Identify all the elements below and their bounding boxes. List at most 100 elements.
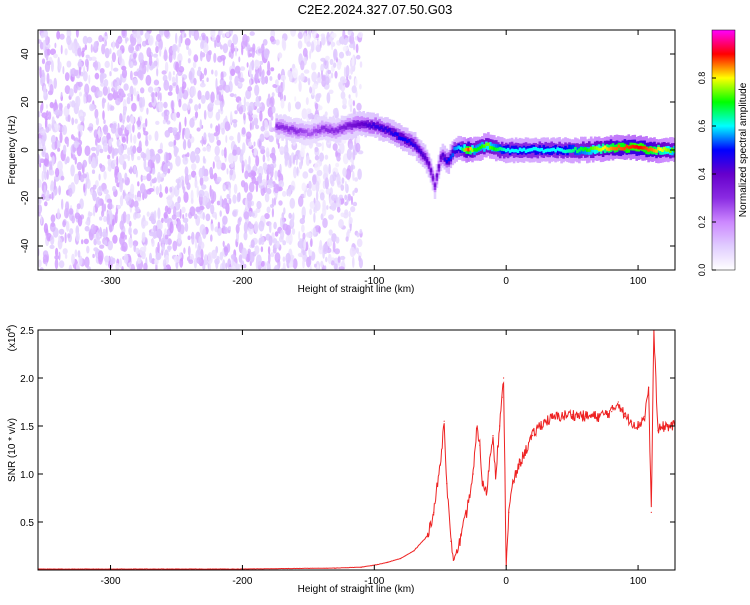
noise-cell bbox=[319, 239, 323, 251]
noise-cell bbox=[66, 156, 70, 164]
signal-cell bbox=[538, 148, 542, 152]
noise-cell bbox=[232, 119, 238, 124]
noise-cell bbox=[235, 224, 240, 234]
noise-cell bbox=[206, 77, 209, 82]
noise-cell bbox=[38, 138, 43, 145]
noise-cell bbox=[135, 169, 138, 178]
noise-cell bbox=[333, 62, 337, 68]
noise-cell bbox=[39, 128, 46, 136]
noise-cell bbox=[143, 131, 149, 136]
noise-cell bbox=[291, 228, 296, 235]
noise-cell bbox=[122, 211, 127, 224]
signal-cell bbox=[277, 126, 280, 130]
noise-cell bbox=[179, 252, 182, 259]
signal-cell bbox=[554, 144, 557, 153]
noise-cell bbox=[294, 96, 297, 102]
noise-cell bbox=[164, 61, 169, 73]
noise-cell bbox=[110, 60, 113, 72]
noise-cell bbox=[95, 231, 100, 243]
noise-cell bbox=[182, 217, 189, 223]
noise-cell bbox=[99, 216, 103, 221]
noise-cell bbox=[175, 178, 181, 184]
noise-cell bbox=[139, 183, 146, 194]
noise-cell bbox=[280, 229, 285, 240]
noise-cell bbox=[136, 196, 142, 202]
noise-cell bbox=[58, 61, 62, 70]
noise-cell bbox=[214, 145, 220, 156]
colorbar-gradient bbox=[712, 30, 735, 270]
snr-plot-area bbox=[38, 330, 675, 570]
noise-cell bbox=[184, 222, 189, 233]
noise-cell bbox=[315, 93, 321, 103]
signal-cell bbox=[366, 120, 369, 128]
signal-cell bbox=[396, 132, 399, 136]
noise-cell bbox=[320, 57, 326, 62]
noise-cell bbox=[293, 155, 295, 165]
noise-cell bbox=[282, 240, 287, 246]
signal-cell bbox=[609, 146, 613, 151]
noise-cell bbox=[345, 168, 352, 180]
noise-cell bbox=[90, 146, 97, 152]
noise-cell bbox=[215, 40, 222, 47]
noise-cell bbox=[172, 70, 175, 76]
noise-cell bbox=[203, 109, 207, 120]
noise-cell bbox=[129, 166, 133, 175]
noise-cell bbox=[356, 102, 362, 111]
signal-cell bbox=[639, 145, 642, 150]
noise-cell bbox=[275, 39, 280, 46]
noise-cell bbox=[321, 141, 324, 152]
noise-cell bbox=[197, 90, 202, 100]
noise-cell bbox=[320, 33, 326, 38]
noise-cell bbox=[146, 188, 152, 195]
noise-cell bbox=[182, 156, 189, 165]
noise-cell bbox=[262, 154, 266, 163]
signal-cell bbox=[487, 142, 490, 151]
noise-cell bbox=[53, 77, 57, 89]
noise-cell bbox=[38, 198, 42, 205]
signal-cell bbox=[307, 132, 310, 136]
noise-cell bbox=[243, 221, 248, 234]
noise-cell bbox=[210, 223, 214, 232]
noise-cell bbox=[217, 123, 221, 135]
noise-cell bbox=[46, 72, 50, 85]
noise-cell bbox=[123, 105, 128, 113]
noise-cell bbox=[309, 50, 312, 60]
noise-cell bbox=[270, 114, 274, 121]
noise-cell bbox=[172, 219, 178, 226]
noise-cell bbox=[277, 85, 284, 94]
noise-cell bbox=[213, 132, 219, 137]
noise-cell bbox=[295, 101, 301, 110]
noise-cell bbox=[309, 208, 312, 215]
noise-cell bbox=[305, 30, 308, 34]
noise-cell bbox=[248, 181, 255, 193]
noise-cell bbox=[249, 251, 255, 263]
noise-cell bbox=[238, 77, 245, 83]
signal-cell bbox=[289, 126, 292, 130]
signal-cell bbox=[435, 174, 439, 178]
x-tick-label: 0 bbox=[503, 276, 509, 287]
noise-cell bbox=[130, 61, 134, 68]
signal-cell bbox=[394, 132, 397, 136]
noise-cell bbox=[208, 133, 215, 144]
noise-cell bbox=[202, 155, 206, 164]
noise-cell bbox=[118, 144, 124, 156]
noise-cell bbox=[219, 44, 223, 50]
noise-cell bbox=[235, 263, 240, 270]
signal-cell bbox=[526, 148, 530, 152]
signal-cell bbox=[528, 148, 532, 152]
noise-cell bbox=[175, 32, 178, 45]
noise-cell bbox=[169, 186, 173, 193]
noise-cell bbox=[40, 104, 43, 114]
noise-cell bbox=[86, 36, 93, 44]
noise-cell bbox=[179, 208, 182, 219]
noise-cell bbox=[94, 60, 99, 71]
noise-cell bbox=[241, 247, 248, 259]
noise-cell bbox=[302, 171, 309, 179]
noise-cell bbox=[169, 162, 173, 171]
signal-cell bbox=[647, 148, 650, 152]
noise-cell bbox=[332, 108, 338, 116]
noise-cell bbox=[159, 184, 162, 193]
signal-cell bbox=[635, 145, 638, 149]
signal-cell bbox=[663, 146, 666, 151]
signal-cell bbox=[562, 149, 565, 153]
